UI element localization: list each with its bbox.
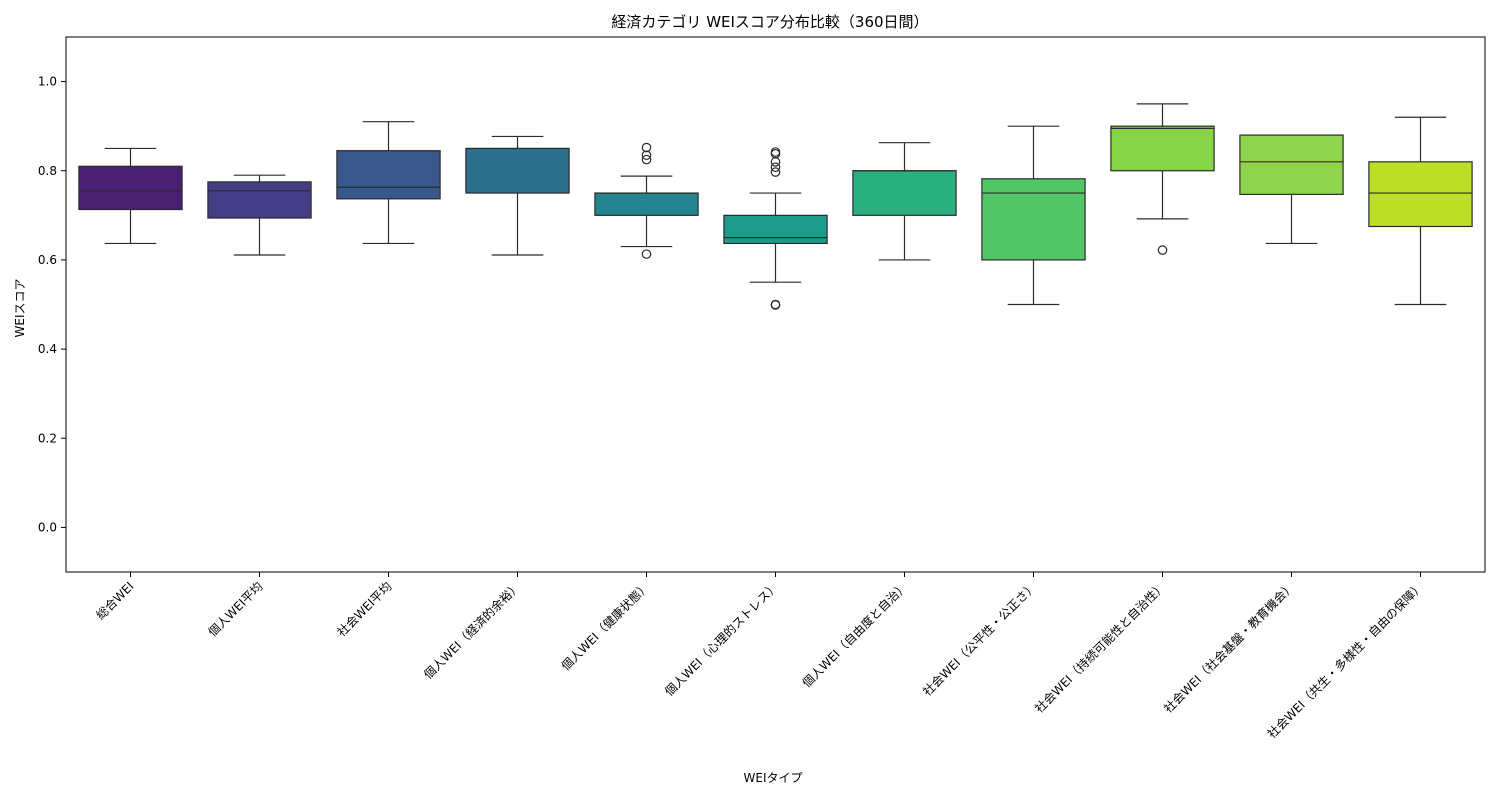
outlier-point	[770, 162, 781, 172]
chart-title: 経済カテゴリ WEIスコア分布比較（360日間）	[611, 13, 928, 31]
y-tick-label: 0.2	[38, 431, 57, 445]
y-tick-label: 1.0	[38, 75, 57, 89]
box	[1239, 134, 1344, 195]
y-tick-label: 0.0	[38, 520, 57, 534]
x-tick-label: 個人WEI平均	[206, 579, 266, 639]
plot-frame	[65, 36, 1486, 573]
outlier-point	[641, 142, 652, 153]
box	[594, 192, 699, 216]
box	[852, 170, 957, 216]
outlier-point	[641, 150, 652, 160]
box	[207, 181, 312, 219]
y-tick-label: 0.4	[38, 342, 57, 356]
x-axis-label: WEIタイプ	[744, 771, 803, 785]
x-tick-label: 総合WEI	[93, 579, 137, 623]
x-tick-label: 社会WEI平均	[334, 579, 395, 640]
y-axis-label: WEIスコア	[13, 279, 27, 338]
x-tick-label: 個人WEI（心理的ストレス）	[661, 579, 781, 699]
x-tick-label: 個人WEI（経済的余裕）	[420, 579, 523, 682]
box	[465, 147, 570, 194]
x-tick-label: 個人WEI（健康状態）	[558, 579, 653, 674]
box	[336, 150, 441, 200]
box	[78, 165, 183, 211]
box	[1110, 125, 1215, 172]
box	[1368, 161, 1473, 228]
outlier-point	[1157, 245, 1168, 255]
x-tick-label: 社会WEI（社会基盤・教育機会）	[1160, 579, 1297, 716]
box	[981, 178, 1086, 261]
x-tick-label: 社会WEI（公平性・公正さ）	[919, 579, 1039, 699]
outlier-point	[770, 167, 781, 177]
y-tick-label: 0.8	[38, 164, 57, 178]
box	[723, 214, 828, 245]
x-tick-label: 社会WEI（持続可能性と自治性）	[1031, 579, 1168, 716]
outlier-point	[641, 154, 652, 165]
outlier-point	[641, 249, 652, 259]
x-tick-label: 個人WEI（自由度と自治）	[799, 579, 911, 691]
outlier-point	[770, 299, 781, 310]
y-tick-label: 0.6	[38, 253, 57, 267]
outlier-point	[770, 157, 781, 167]
outlier-point	[770, 147, 781, 157]
x-tick-label: 社会WEI（共生・多様性・自由の保障）	[1264, 579, 1427, 742]
